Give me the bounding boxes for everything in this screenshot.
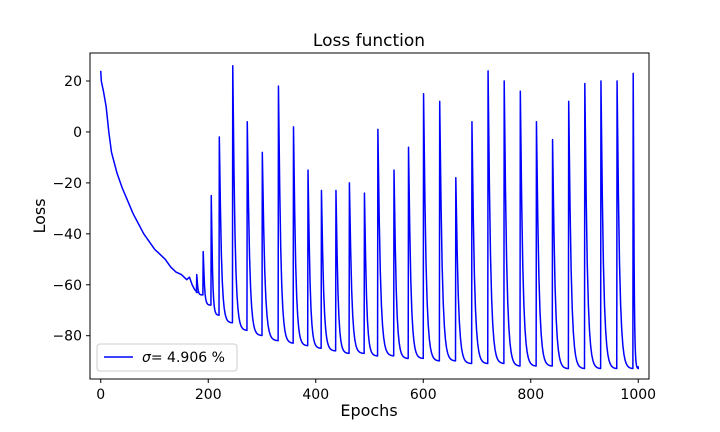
y-axis-label: Loss [30, 198, 49, 233]
x-tick-label: 800 [517, 387, 544, 403]
legend-value: = 4.906 % [151, 350, 225, 366]
plot-area [100, 64, 639, 370]
y-tick-label: −40 [52, 227, 82, 243]
plot-frame [89, 52, 650, 380]
x-tick-label: 1000 [620, 387, 656, 403]
x-axis: 0 200 400 600 800 1000 [96, 379, 656, 403]
legend: σ= 4.906 % [96, 343, 238, 372]
legend-sigma: σ [142, 350, 152, 366]
y-tick-label: −60 [52, 278, 82, 294]
x-tick-label: 200 [195, 387, 222, 403]
y-tick-label: 20 [64, 74, 82, 90]
loss-series-line [100, 64, 639, 370]
x-axis-label: Epochs [340, 401, 397, 420]
x-tick-label: 0 [96, 387, 105, 403]
chart-title: Loss function [313, 31, 425, 51]
legend-label: σ= 4.906 % [142, 350, 225, 366]
x-tick-label: 600 [410, 387, 437, 403]
y-tick-label: 0 [73, 125, 82, 141]
y-axis: 20 0 −20 −40 −60 −80 [52, 74, 90, 345]
x-tick-label: 400 [302, 387, 329, 403]
y-tick-label: −80 [52, 329, 82, 345]
y-tick-label: −20 [52, 176, 82, 192]
legend-box [96, 343, 238, 372]
